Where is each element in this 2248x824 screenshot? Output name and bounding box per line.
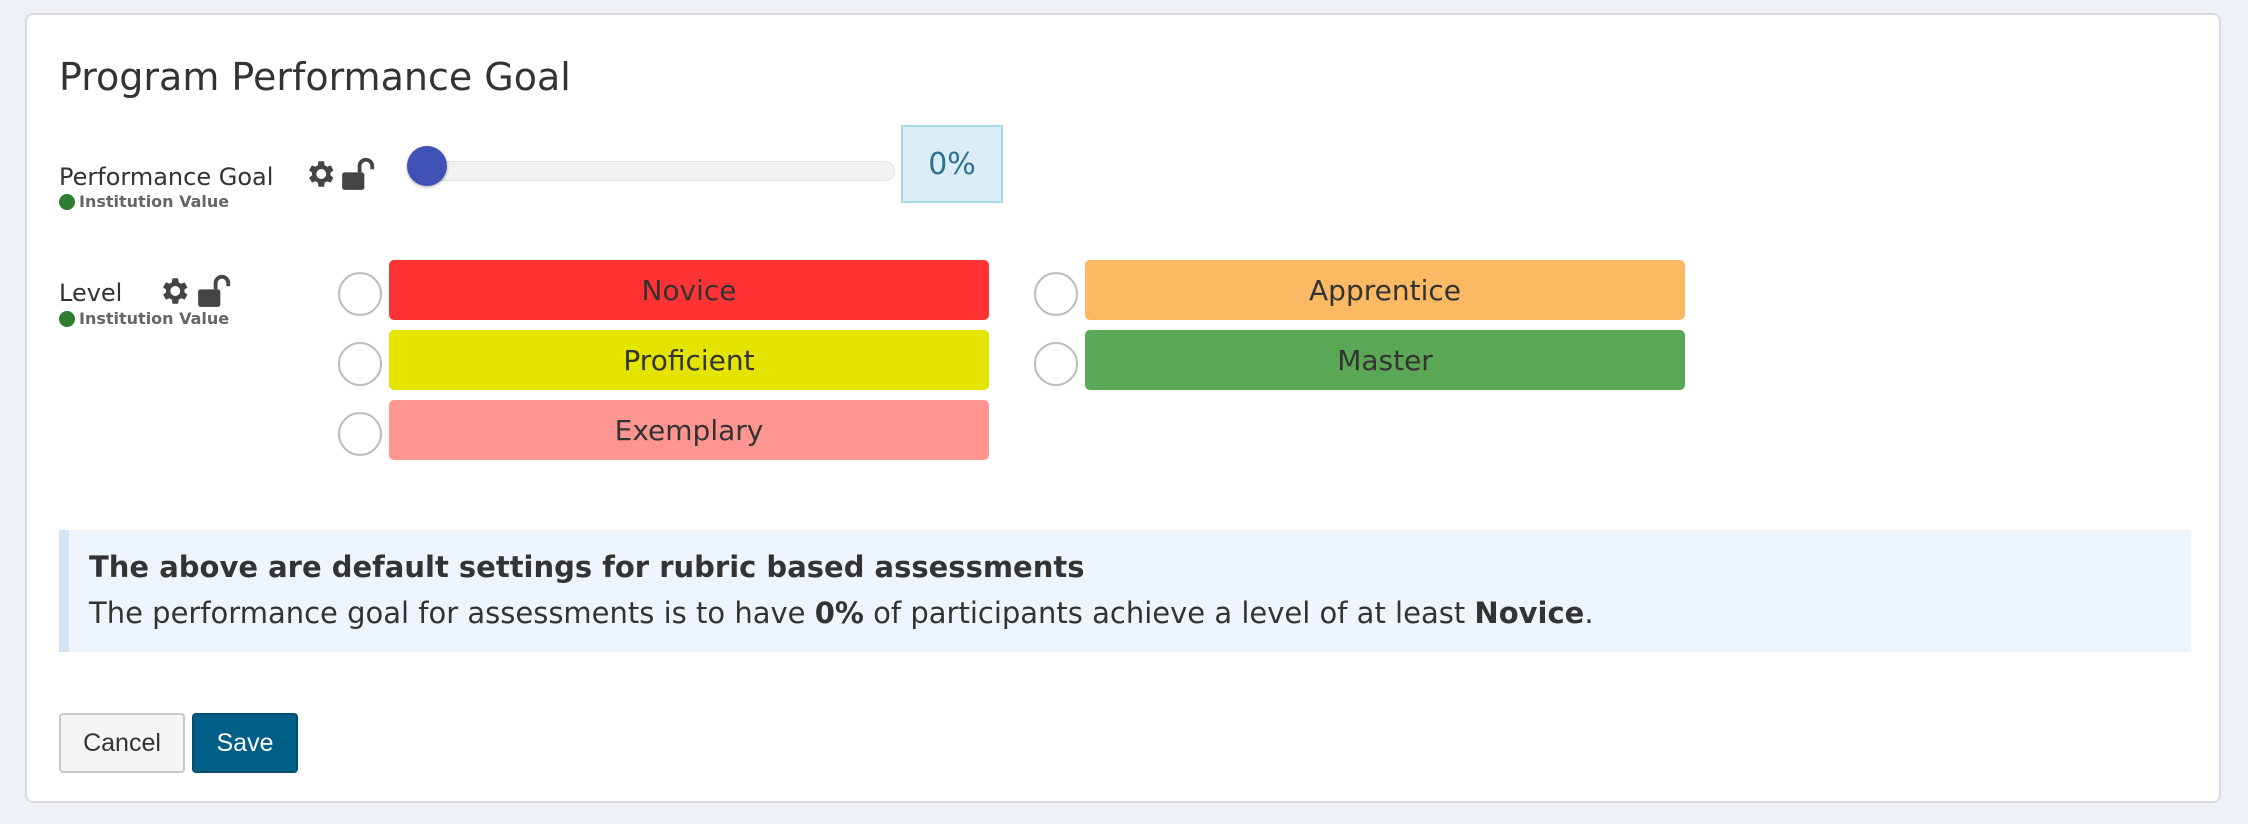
gear-icon[interactable] (157, 274, 191, 308)
level-source: Institution Value (59, 309, 229, 328)
level-option-master[interactable]: Master (1085, 330, 1685, 390)
unlock-icon[interactable] (195, 272, 233, 310)
info-level-value: Novice (1474, 596, 1585, 630)
performance-goal-value: 0% (901, 125, 1003, 203)
performance-goal-source-label: Institution Value (79, 192, 230, 211)
level-radio-exemplary[interactable] (338, 412, 382, 456)
performance-goal-slider-handle[interactable] (407, 146, 447, 186)
level-option-novice[interactable]: Novice (389, 260, 989, 320)
check-icon (342, 278, 362, 294)
unlock-icon[interactable] (339, 155, 377, 193)
level-radio-master[interactable] (1034, 342, 1078, 386)
institution-dot-icon (59, 310, 75, 327)
level-source-label: Institution Value (79, 309, 230, 328)
level-option-proficient[interactable]: Proficient (389, 330, 989, 390)
info-text: The performance goal for assessments is … (89, 596, 2191, 630)
cancel-button[interactable]: Cancel (59, 713, 185, 773)
info-text-part-1: The performance goal for assessments is … (89, 596, 815, 630)
info-text-part-3: . (1584, 596, 1594, 630)
info-goal-value: 0% (814, 596, 864, 630)
info-title: The above are default settings for rubri… (89, 550, 1085, 584)
level-label: Level (59, 279, 123, 307)
performance-goal-source: Institution Value (59, 192, 229, 211)
performance-goal-slider-track[interactable] (415, 161, 895, 181)
level-option-apprentice[interactable]: Apprentice (1085, 260, 1685, 320)
institution-dot-icon (59, 193, 75, 210)
info-callout: The above are default settings for rubri… (59, 530, 2191, 652)
performance-goal-label: Performance Goal (59, 163, 274, 191)
page-title: Program Performance Goal (59, 55, 571, 99)
info-text-part-2: of participants achieve a level of at le… (863, 596, 1475, 630)
level-radio-proficient[interactable] (338, 342, 382, 386)
performance-goal-card: Program Performance Goal Performance Goa… (25, 13, 2221, 803)
level-radio-apprentice[interactable] (1034, 272, 1078, 316)
save-button[interactable]: Save (192, 713, 298, 773)
gear-icon[interactable] (303, 157, 337, 191)
level-option-exemplary[interactable]: Exemplary (389, 400, 989, 460)
level-radio-novice[interactable] (338, 272, 382, 316)
